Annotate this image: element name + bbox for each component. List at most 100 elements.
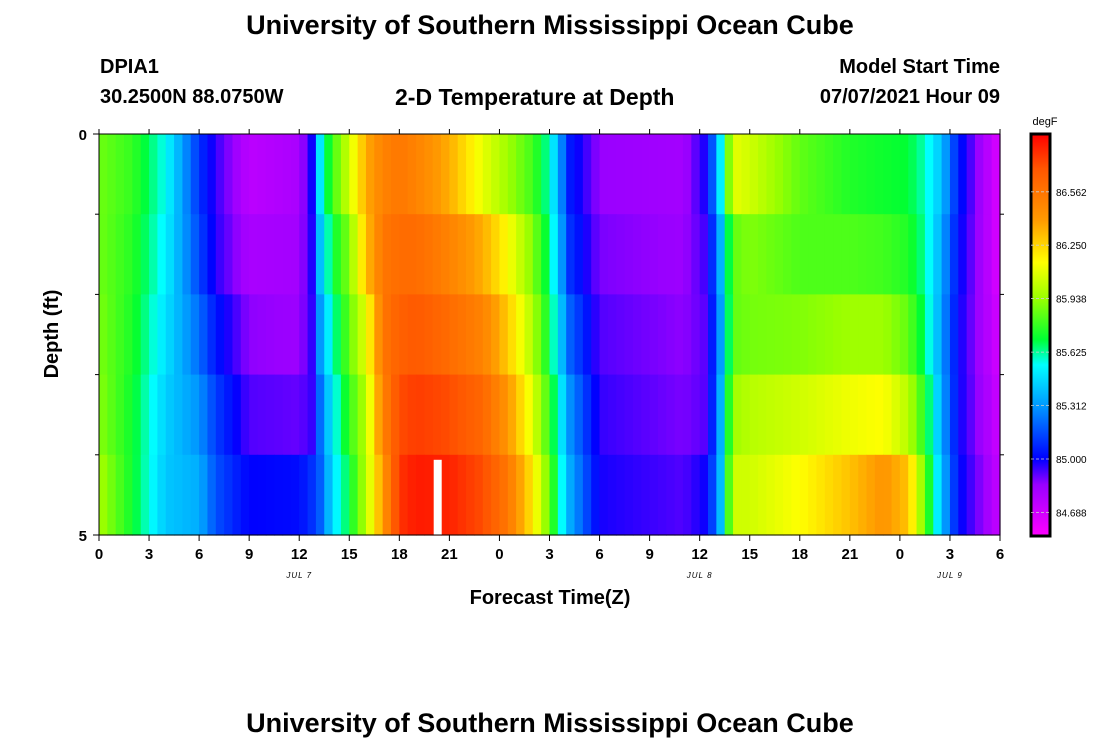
heatmap-cell xyxy=(416,134,425,215)
heatmap-cell xyxy=(382,134,392,215)
heatmap-cell xyxy=(682,374,692,456)
heatmap-cell xyxy=(315,294,325,376)
heatmap-cell xyxy=(899,134,909,215)
heatmap-cell xyxy=(549,294,559,376)
heatmap-cell xyxy=(407,454,417,536)
heatmap-cell xyxy=(232,454,242,536)
heatmap-cell xyxy=(783,214,793,295)
x-tick-label: 6 xyxy=(595,546,603,563)
heatmap-cell xyxy=(833,454,843,536)
heatmap-cell xyxy=(858,214,868,295)
heatmap-cell xyxy=(365,294,375,376)
heatmap-cell xyxy=(257,374,267,456)
heatmap-cell xyxy=(466,214,476,295)
heatmap-cell xyxy=(491,374,501,456)
heatmap-cell xyxy=(290,134,300,215)
heatmap-cell xyxy=(165,214,175,295)
station-coordinates: 30.2500N 88.0750W xyxy=(100,86,284,108)
x-tick-label: 15 xyxy=(341,546,358,563)
heatmap-cell xyxy=(708,374,717,456)
heatmap-cell xyxy=(874,374,884,456)
heatmap-cell xyxy=(958,134,968,215)
heatmap-cell xyxy=(649,294,659,376)
heatmap-cell xyxy=(824,294,834,376)
x-tick-label: 6 xyxy=(195,546,203,563)
heatmap-cell xyxy=(207,134,217,215)
heatmap-cell xyxy=(791,454,801,536)
heatmap-cell xyxy=(682,214,692,295)
x-tick-label: 21 xyxy=(841,546,858,563)
heatmap-cell xyxy=(933,374,943,456)
heatmap-cell xyxy=(449,134,459,215)
heatmap-cell xyxy=(716,454,726,536)
heatmap-cell xyxy=(157,134,167,215)
heatmap-cell xyxy=(407,134,417,215)
heatmap-cell xyxy=(607,374,617,456)
heatmap-cell xyxy=(841,134,851,215)
heatmap-cell xyxy=(808,214,818,295)
heatmap-cell xyxy=(240,134,250,215)
heatmap-cell xyxy=(265,214,275,295)
heatmap-cell xyxy=(883,454,893,536)
heatmap-cell xyxy=(591,134,601,215)
heatmap-cell xyxy=(649,214,659,295)
heatmap-cell xyxy=(499,214,509,295)
heatmap-cell xyxy=(466,294,476,376)
heatmap-cell xyxy=(674,214,684,295)
heatmap-cell xyxy=(841,374,851,456)
heatmap-cell xyxy=(974,454,984,536)
heatmap-cell xyxy=(357,134,367,215)
colorbar-label: 86.250 xyxy=(1056,241,1087,252)
heatmap-cell xyxy=(649,374,659,456)
heatmap-cell xyxy=(357,214,367,295)
x-tick-label: 0 xyxy=(95,546,103,563)
heatmap-cell xyxy=(332,294,342,376)
heatmap-cell xyxy=(641,294,651,376)
heatmap-cell xyxy=(933,134,943,215)
heatmap-cell xyxy=(299,454,309,536)
heatmap-cell xyxy=(766,134,776,215)
heatmap-cell xyxy=(190,454,200,536)
heatmap-cell xyxy=(891,374,901,456)
heatmap-cell xyxy=(115,134,125,215)
x-axis-label: Forecast Time(Z) xyxy=(470,587,631,609)
colorbar-unit: degF xyxy=(1032,116,1057,128)
heatmap-cell xyxy=(532,374,542,456)
heatmap-cell xyxy=(599,454,609,536)
heatmap-cell xyxy=(674,454,684,536)
heatmap-cell xyxy=(524,214,534,295)
heatmap-cell xyxy=(582,374,592,456)
heatmap-cell xyxy=(124,134,133,215)
heatmap-cell xyxy=(899,294,909,376)
heatmap-cell xyxy=(274,294,284,376)
heatmap-cell xyxy=(365,134,375,215)
heatmap-cell xyxy=(866,374,876,456)
heatmap-cell xyxy=(657,294,667,376)
heatmap-cell xyxy=(983,134,993,215)
heatmap-cell xyxy=(382,294,392,376)
heatmap-cell xyxy=(274,454,284,536)
heatmap-cell xyxy=(541,214,551,295)
heatmap-cell xyxy=(783,134,793,215)
heatmap-cell xyxy=(874,214,884,295)
heatmap-cell xyxy=(741,294,751,376)
heatmap-cell xyxy=(491,134,501,215)
x-tick-label: 21 xyxy=(441,546,458,563)
heatmap-cell xyxy=(966,294,976,376)
heatmap-cell xyxy=(340,134,350,215)
heatmap-cell xyxy=(265,134,275,215)
heatmap-cell xyxy=(549,454,559,536)
heatmap-cell xyxy=(758,214,768,295)
heatmap-cell xyxy=(224,214,234,295)
heatmap-cell xyxy=(265,374,275,456)
heatmap-cell xyxy=(724,134,734,215)
heatmap-cell xyxy=(182,454,192,536)
heatmap-cell xyxy=(741,214,751,295)
heatmap-cell xyxy=(632,374,642,456)
heatmap-cell xyxy=(566,454,576,536)
heatmap-cell xyxy=(849,454,859,536)
heatmap-cell xyxy=(591,214,601,295)
heatmap-cell xyxy=(708,214,717,295)
heatmap-cell xyxy=(482,214,492,295)
heatmap-cell xyxy=(290,214,300,295)
